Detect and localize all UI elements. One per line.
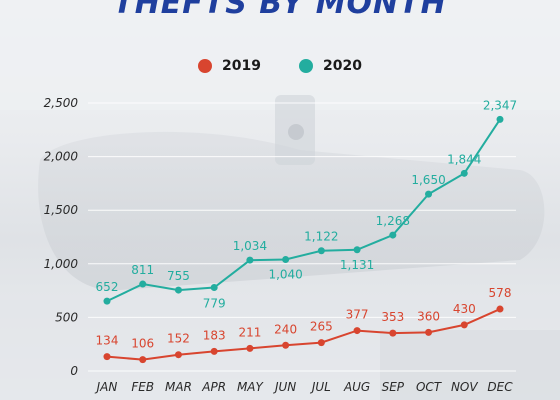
data-label-2020: 779 [203, 296, 226, 310]
x-tick-label: MAY [237, 380, 265, 394]
data-point-2019 [425, 328, 433, 336]
x-tick-label: OCT [416, 380, 443, 394]
x-tick-label: FEB [131, 380, 154, 394]
data-point-2020 [282, 256, 290, 264]
x-tick-label: JUL [310, 380, 331, 394]
data-point-2019 [460, 321, 468, 329]
data-point-2020 [210, 283, 218, 291]
chart-title: THEFTS BY MONTH [113, 0, 447, 21]
data-label-2020: 1,034 [233, 239, 267, 253]
data-point-2020 [174, 286, 182, 294]
series-line-2019 [106, 308, 501, 361]
data-label-2019: 265 [310, 320, 333, 334]
data-point-2020 [353, 246, 361, 254]
y-tick-label: 1,000 [44, 257, 79, 271]
legend-label-2019: 2019 [222, 58, 261, 74]
data-point-2019 [282, 341, 290, 349]
data-label-2020: 1,122 [304, 230, 338, 244]
data-label-2019: 240 [274, 322, 297, 336]
x-tick-label: JUN [273, 380, 296, 394]
x-tick-label: JAN [95, 380, 118, 394]
data-label-2020: 1,268 [376, 214, 410, 228]
data-label-2020: 1,844 [447, 152, 481, 166]
data-label-2019: 353 [381, 310, 404, 324]
x-tick-label: SEP [382, 380, 405, 394]
data-point-2019 [139, 356, 147, 364]
data-label-2020: 755 [167, 269, 190, 283]
data-point-2020 [496, 115, 504, 123]
data-point-2019 [496, 305, 504, 313]
y-tick-label: 2,000 [44, 150, 79, 164]
x-tick-label: AUG [343, 380, 370, 394]
legend-item-2019: 2019 [198, 58, 261, 74]
x-tick-label: NOV [451, 380, 478, 394]
data-point-2020 [317, 247, 325, 255]
y-tick-label: 0 [70, 364, 78, 378]
data-point-2020 [103, 297, 111, 305]
data-point-2019 [103, 353, 111, 361]
data-label-2019: 134 [96, 334, 119, 348]
data-label-2019: 106 [131, 337, 154, 351]
data-point-2019 [353, 327, 361, 335]
data-point-2020 [246, 256, 254, 264]
data-label-2019: 578 [489, 286, 512, 300]
data-label-2019: 360 [417, 309, 440, 323]
x-tick-label: APR [201, 380, 226, 394]
data-label-2020: 652 [96, 280, 119, 294]
data-point-2019 [174, 351, 182, 359]
data-label-2019: 377 [346, 308, 369, 322]
data-label-2019: 430 [453, 302, 476, 316]
data-label-2020: 1,040 [268, 268, 302, 282]
legend-label-2020: 2020 [323, 58, 362, 74]
legend-marker-2019 [198, 59, 213, 73]
data-point-2020 [139, 280, 147, 288]
data-label-2020: 811 [131, 263, 154, 277]
legend: 2019 2020 [0, 58, 560, 74]
x-tick-label: DEC [487, 380, 513, 394]
data-point-2019 [317, 339, 325, 347]
data-label-2020: 2,347 [483, 98, 517, 112]
y-tick-label: 2,500 [44, 96, 79, 110]
y-tick-label: 1,500 [44, 203, 79, 217]
data-point-2019 [389, 329, 397, 337]
series-line-2020 [106, 118, 501, 303]
data-label-2019: 211 [238, 325, 261, 339]
data-label-2019: 183 [203, 328, 226, 342]
data-point-2020 [460, 169, 468, 177]
y-tick-label: 500 [55, 310, 78, 324]
data-point-2019 [210, 347, 218, 355]
data-label-2020: 1,650 [411, 173, 445, 187]
data-point-2020 [425, 190, 433, 198]
data-label-2020: 1,131 [340, 258, 374, 272]
data-point-2019 [246, 344, 254, 352]
legend-item-2020: 2020 [299, 58, 362, 74]
legend-marker-2020 [299, 59, 313, 73]
x-tick-label: MAR [165, 380, 192, 394]
data-label-2019: 152 [167, 332, 190, 346]
data-point-2020 [389, 231, 397, 239]
